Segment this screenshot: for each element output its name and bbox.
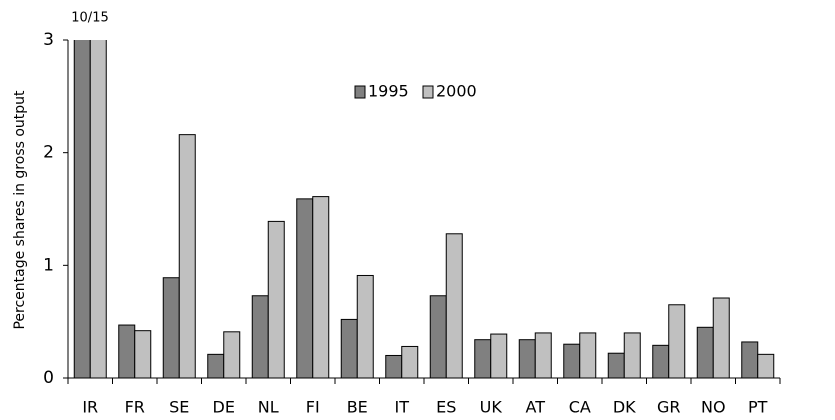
bar — [134, 330, 152, 378]
bar — [162, 277, 180, 378]
bars — [73, 40, 775, 378]
x-tick-label: GR — [657, 398, 681, 417]
x-tick-label: DK — [613, 398, 636, 417]
bar — [429, 295, 447, 378]
x-tick-label: DE — [213, 398, 235, 417]
bar — [652, 344, 670, 378]
bar — [623, 332, 641, 378]
bar — [607, 352, 625, 378]
x-tick-label: SE — [169, 398, 189, 417]
x-tick-label: BE — [347, 398, 368, 417]
bar — [223, 331, 241, 378]
bar — [89, 40, 107, 378]
bar — [118, 324, 136, 378]
x-tick-label: ES — [436, 398, 456, 417]
bar — [518, 339, 536, 378]
legend-label: 1995 — [368, 82, 409, 101]
bar — [401, 345, 419, 378]
x-tick-label: AT — [526, 398, 546, 417]
legend-label: 2000 — [436, 82, 477, 101]
bar — [712, 297, 730, 378]
x-tick-label: FI — [306, 398, 320, 417]
legend-swatch — [354, 85, 366, 99]
bar — [385, 354, 403, 378]
bar — [267, 220, 285, 378]
annotation: 10/15 — [71, 11, 108, 26]
bar — [312, 196, 330, 378]
y-tick-label: 1 — [43, 255, 54, 275]
bar — [207, 353, 225, 378]
bar — [563, 343, 581, 378]
y-axis-label: Percentage shares in gross output — [12, 90, 28, 330]
bar — [178, 134, 196, 378]
bar — [340, 318, 358, 378]
bar — [296, 198, 314, 378]
bar — [356, 274, 374, 378]
x-tick-label: IR — [82, 398, 98, 417]
y-tick-label: 0 — [43, 368, 54, 388]
bar — [73, 40, 91, 378]
y-tick-label: 3 — [43, 30, 54, 50]
bar — [668, 304, 686, 378]
bar — [474, 339, 492, 378]
x-tick-label: FR — [125, 398, 145, 417]
bar — [445, 233, 463, 378]
bar — [757, 353, 775, 378]
bar — [741, 341, 759, 378]
x-tick-label: NO — [701, 398, 726, 417]
bar — [579, 332, 597, 378]
bar — [696, 326, 714, 378]
legend-swatch — [422, 85, 434, 99]
y-tick-label: 2 — [43, 143, 54, 163]
bar — [251, 295, 269, 378]
x-tick-label: CA — [569, 398, 591, 417]
x-tick-label: NL — [258, 398, 279, 417]
x-tick-label: IT — [395, 398, 410, 417]
bar — [534, 332, 552, 378]
bar — [490, 333, 508, 378]
x-tick-label: PT — [748, 398, 768, 417]
x-tick-label: UK — [480, 398, 503, 417]
